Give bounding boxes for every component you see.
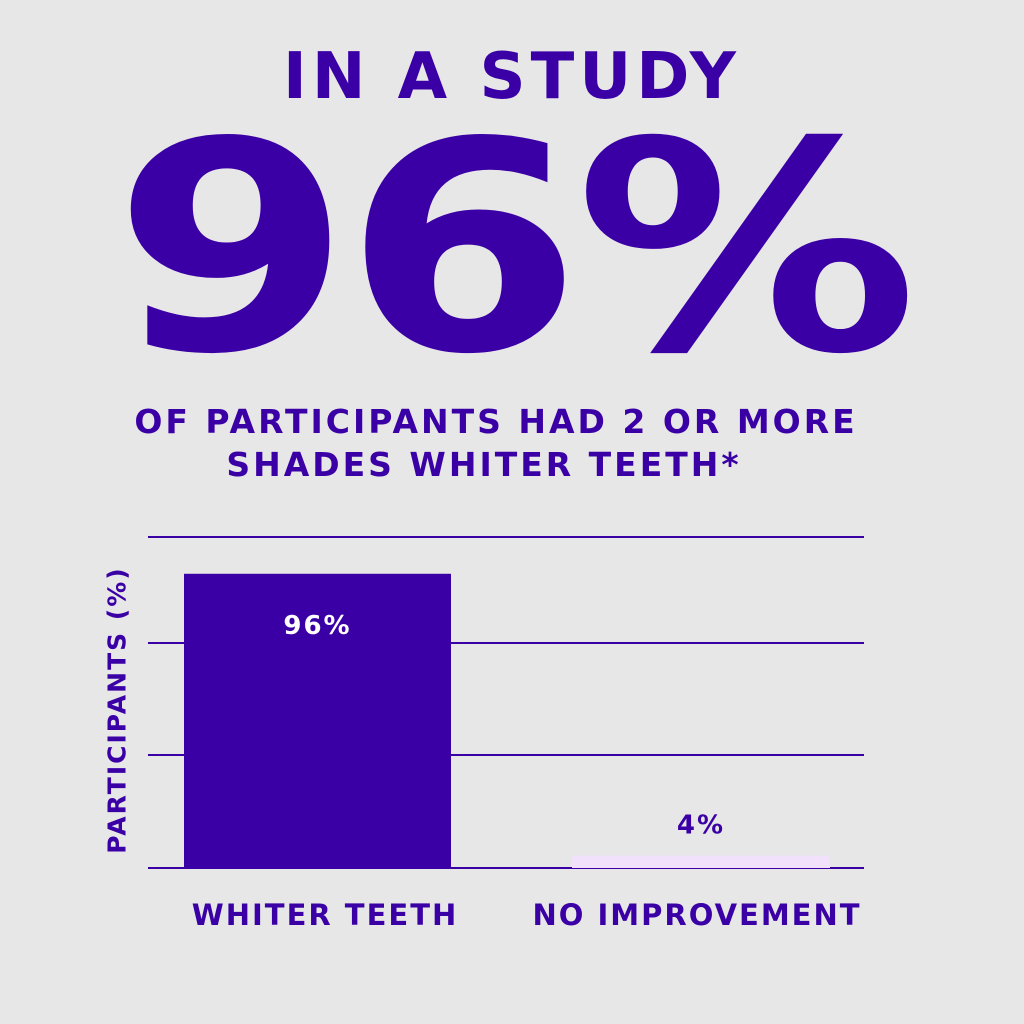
subtitle-line-2: SHADES WHITER TEETH* [226, 445, 742, 484]
bar-0 [184, 573, 451, 868]
data-label-0: 96% [283, 611, 351, 641]
data-label-1: 4% [677, 811, 725, 841]
bar-1 [572, 855, 830, 868]
category-label-1: NO IMPROVEMENT [532, 898, 861, 932]
category-label-0: WHITER TEETH [192, 898, 459, 932]
big-stat: 96% [113, 81, 918, 418]
headline-title: IN A STUDY [283, 40, 741, 114]
subtitle-line-1: OF PARTICIPANTS HAD 2 OR MORE [134, 402, 858, 441]
y-axis-label: PARTICIPANTS (%) [102, 566, 132, 854]
